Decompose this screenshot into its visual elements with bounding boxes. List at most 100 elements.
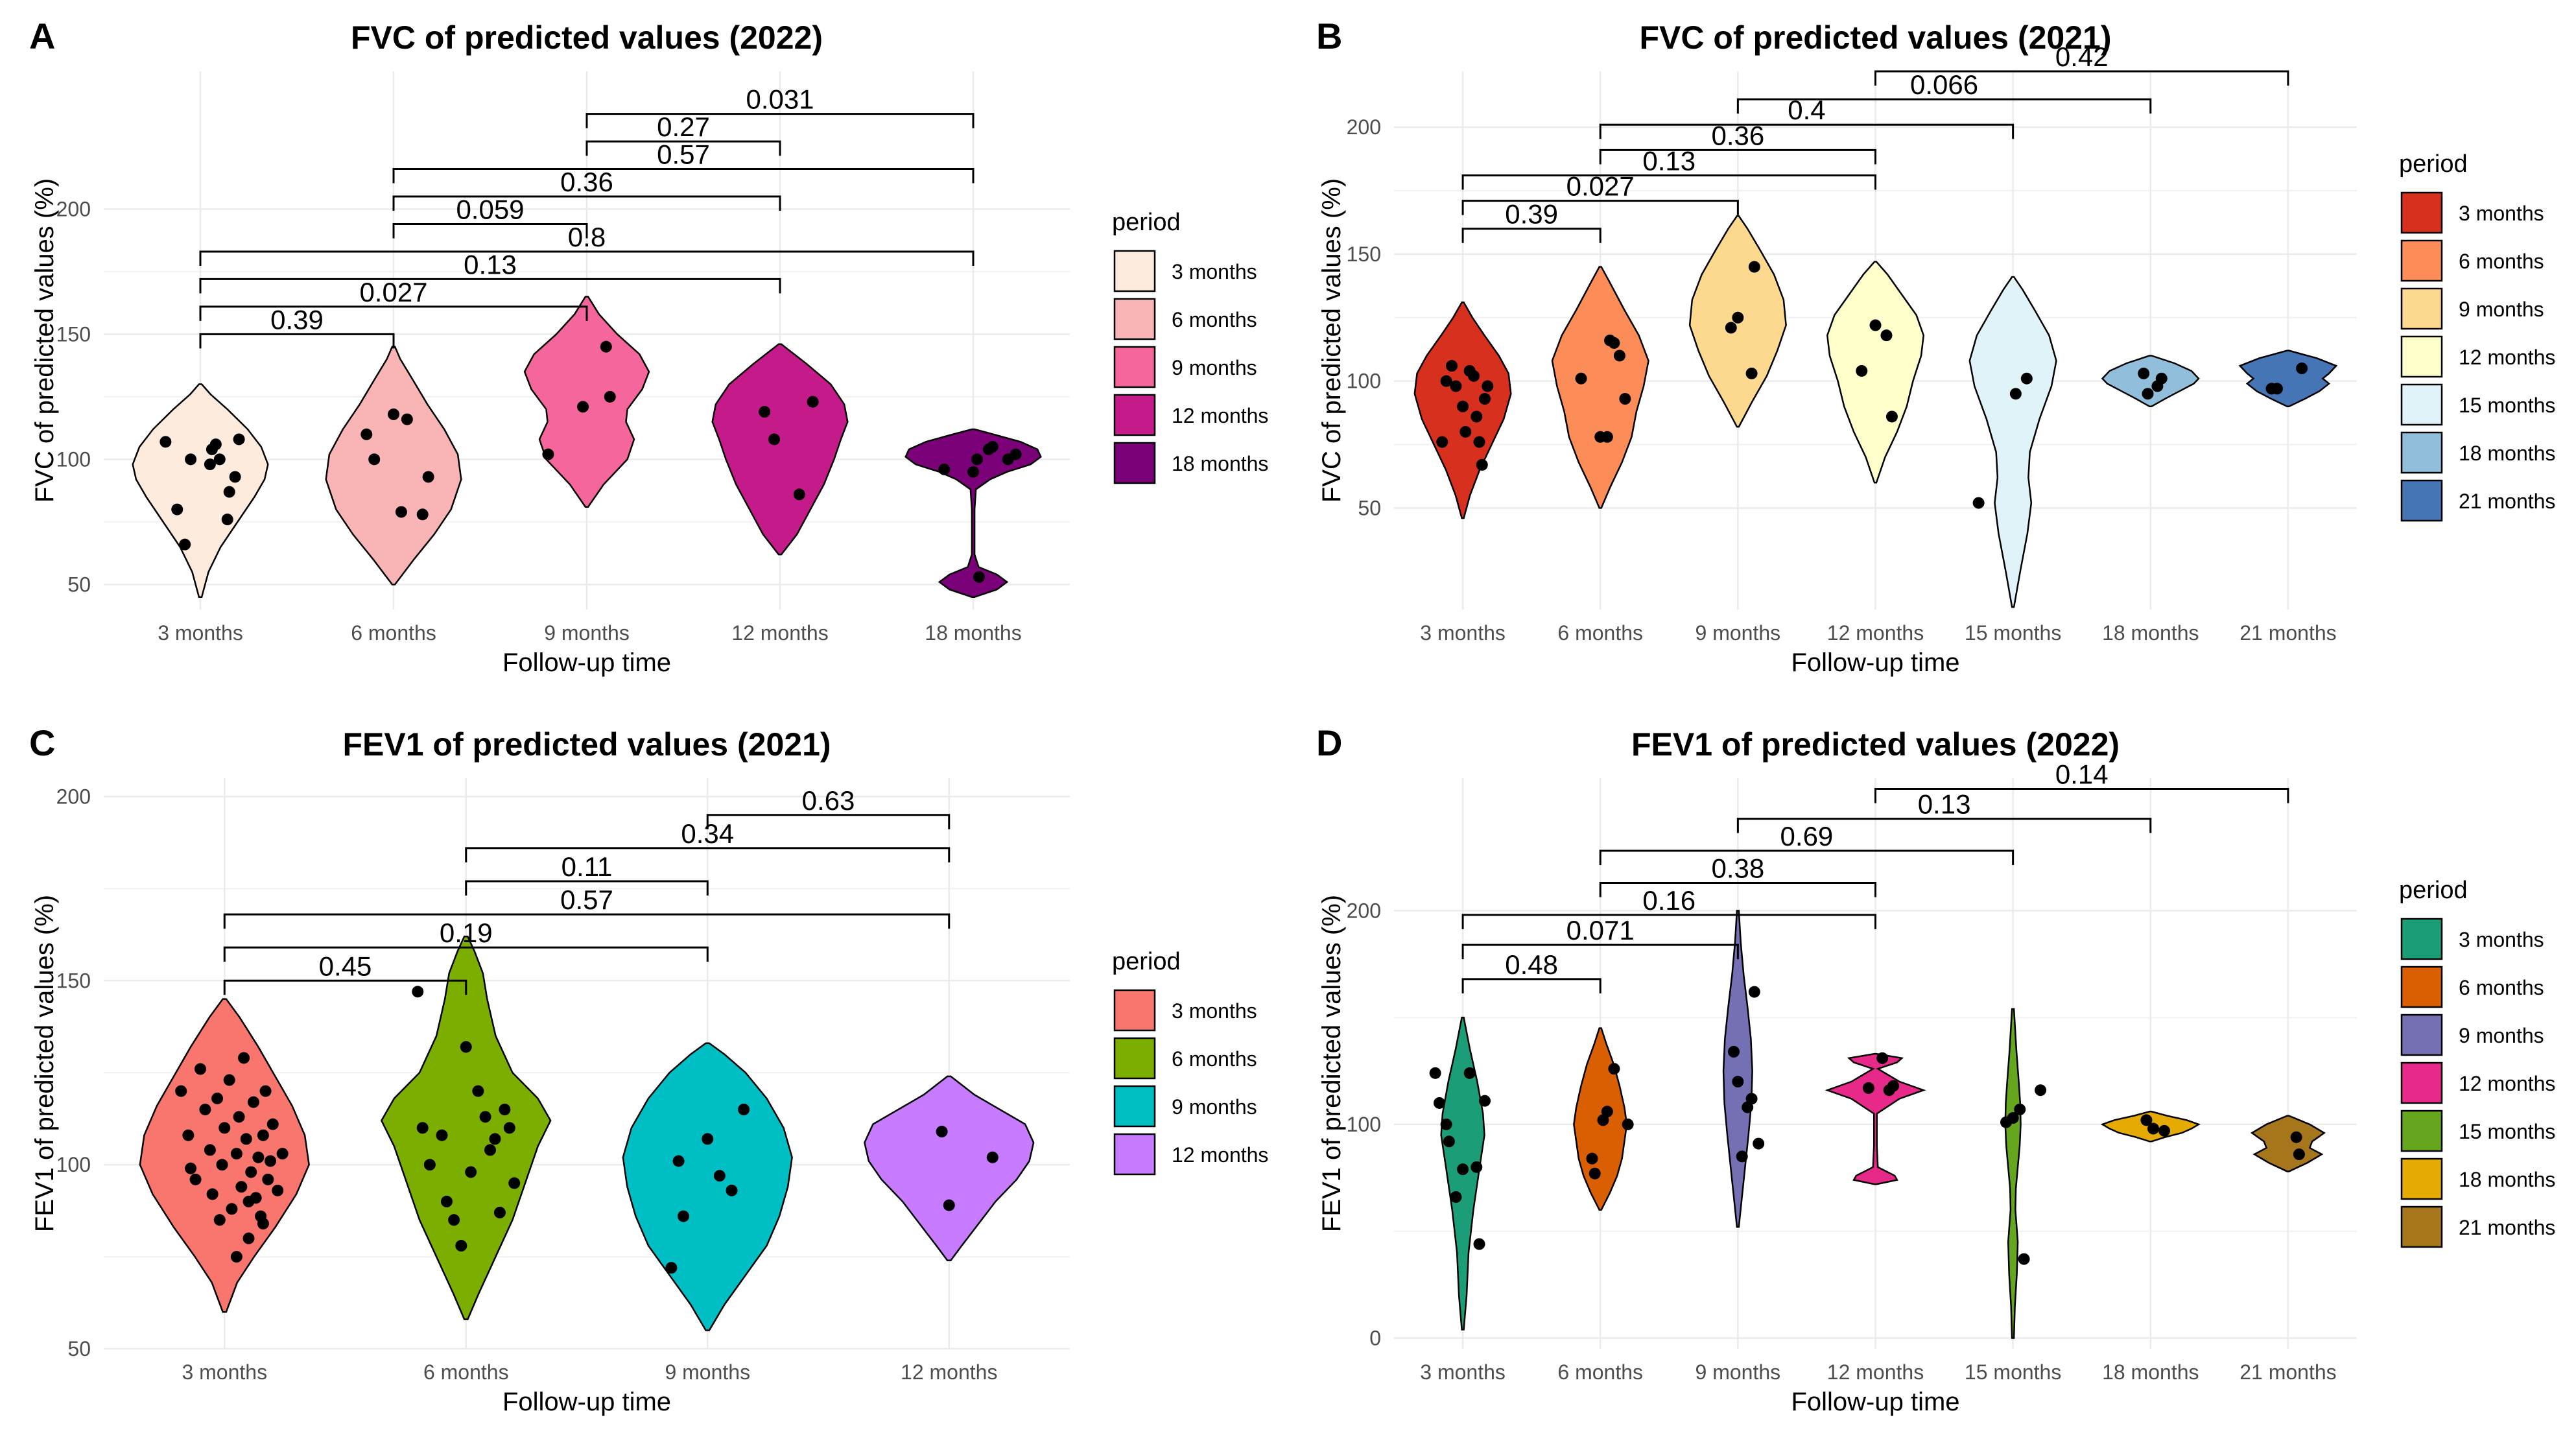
data-point	[2296, 362, 2308, 375]
violin-6-months	[380, 935, 552, 1320]
data-point	[1575, 372, 1587, 385]
data-point	[276, 1148, 289, 1160]
x-tick-label: 6 months	[1557, 621, 1643, 645]
x-axis-title: Follow-up time	[1791, 648, 1959, 677]
significance-bracket	[1461, 174, 1876, 190]
legend-swatch	[1113, 346, 1156, 388]
data-point	[223, 486, 235, 498]
data-point	[943, 1199, 955, 1211]
p-value-label: 0.39	[270, 304, 324, 335]
data-point	[1856, 364, 1868, 377]
data-point	[1619, 393, 1631, 405]
legend-swatch	[2400, 383, 2443, 426]
p-value-label: 0.059	[456, 194, 524, 224]
data-point	[1725, 322, 1737, 334]
data-point	[204, 1144, 216, 1156]
p-value-label: 0.027	[359, 277, 427, 307]
significance-bracket	[1599, 148, 1876, 165]
data-point	[2140, 1114, 2153, 1126]
significance-bracket	[1874, 70, 2289, 86]
p-value-label: 0.57	[560, 884, 613, 915]
data-point	[422, 471, 434, 483]
data-point	[2009, 388, 2022, 400]
data-point	[672, 1155, 685, 1167]
data-point	[423, 1159, 436, 1171]
legend-swatch	[1113, 442, 1156, 484]
data-point	[1589, 1167, 1601, 1180]
significance-bracket	[1461, 200, 1739, 215]
data-point	[204, 458, 216, 471]
significance-bracket	[1461, 978, 1601, 993]
legend-label: 6 months	[2459, 250, 2544, 273]
legend-swatch	[2400, 335, 2443, 378]
legend-label: 9 months	[1172, 356, 1257, 379]
x-tick-label: 18 months	[925, 621, 1021, 645]
data-point	[1468, 370, 1480, 382]
legend-label: 18 months	[1172, 452, 1268, 475]
significance-bracket	[392, 222, 588, 239]
x-tick-label: 9 months	[665, 1360, 750, 1384]
data-point	[235, 1181, 248, 1193]
p-value-label: 0.14	[2055, 759, 2109, 789]
legend-label: 9 months	[2459, 1024, 2544, 1047]
violin-12-months	[711, 343, 849, 556]
x-tick-label: 3 months	[1420, 621, 1506, 645]
p-value-label: 0.031	[746, 84, 814, 115]
data-point	[233, 433, 245, 445]
data-point	[1440, 375, 1452, 387]
legend-swatch	[2400, 191, 2443, 234]
violin-18-months	[2101, 355, 2200, 408]
data-point	[240, 1133, 252, 1145]
significance-bracket	[465, 880, 709, 896]
data-point	[262, 1173, 274, 1185]
x-tick-label: 9 months	[1696, 621, 1781, 645]
legend-swatch	[1113, 250, 1156, 292]
significance-bracket	[1599, 123, 2015, 139]
legend-swatch	[1113, 989, 1156, 1032]
plot-title: FVC of predicted values (2022)	[351, 19, 823, 56]
data-point	[199, 1103, 211, 1115]
violin-12-months	[1826, 261, 1925, 484]
legend-label: 9 months	[2459, 298, 2544, 321]
y-axis-title: FVC of predicted values (%)	[1318, 178, 1346, 503]
data-point	[216, 1159, 228, 1171]
data-point	[1479, 1095, 1491, 1107]
data-point	[2020, 372, 2033, 385]
data-point	[219, 1122, 231, 1134]
panel-D: D FEV1 of predicted values (2022) 0 100 200 3…	[1316, 722, 2555, 1416]
violin-3-months	[139, 998, 310, 1313]
significance-bracket	[392, 195, 781, 211]
data-point	[1601, 431, 1613, 443]
data-point	[971, 453, 983, 466]
data-point	[416, 508, 429, 521]
data-point	[1608, 1063, 1620, 1075]
y-tick-label: 100	[56, 447, 91, 471]
p-value-label: 0.13	[1918, 789, 1971, 820]
data-point	[702, 1133, 714, 1145]
legend-label: 12 months	[2459, 346, 2555, 369]
p-value-label: 0.38	[1711, 853, 1764, 883]
data-point	[257, 1217, 269, 1229]
significance-bracket	[199, 278, 781, 294]
significance-bracket	[1599, 849, 2015, 866]
y-tick-label: 150	[56, 969, 91, 992]
data-point	[1876, 1052, 1889, 1064]
x-tick-label: 12 months	[901, 1360, 997, 1384]
significance-bracket	[1874, 787, 2289, 803]
data-point	[479, 1111, 491, 1123]
data-point	[2007, 1112, 2019, 1124]
y-tick-label: 50	[67, 573, 91, 596]
data-point	[1586, 1152, 1598, 1165]
legend-label: 6 months	[2459, 976, 2544, 999]
data-point	[252, 1151, 265, 1163]
data-point	[1473, 436, 1485, 448]
data-point	[230, 1148, 242, 1160]
y-tick-label: 0	[1369, 1327, 1381, 1350]
legend-swatch	[2400, 1110, 2443, 1152]
y-tick-label: 50	[67, 1337, 91, 1360]
data-point	[179, 538, 191, 551]
y-tick-label: 200	[56, 197, 91, 220]
legend-label: 12 months	[1172, 1143, 1268, 1167]
violin-12-months	[1825, 1052, 1926, 1185]
